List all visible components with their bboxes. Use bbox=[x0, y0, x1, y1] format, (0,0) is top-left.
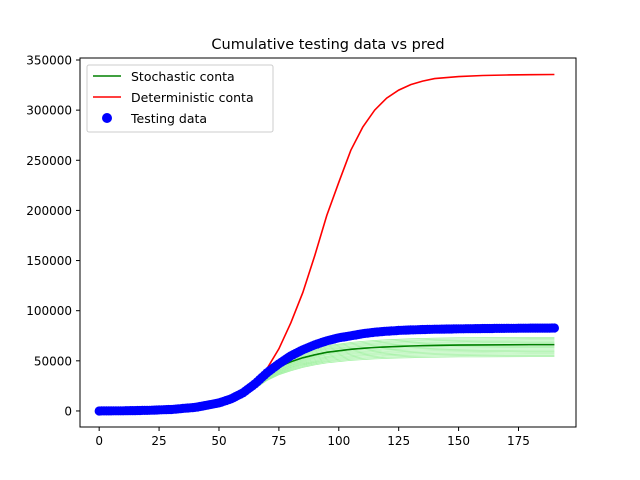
testing-data-points bbox=[94, 323, 560, 416]
x-tick-label: 175 bbox=[507, 434, 530, 448]
testing-data-point bbox=[549, 323, 560, 333]
chart-title: Cumulative testing data vs pred bbox=[211, 37, 444, 53]
x-tick-label: 25 bbox=[151, 434, 166, 448]
legend-label-stochastic: Stochastic conta bbox=[131, 69, 235, 84]
legend-box bbox=[86, 64, 274, 133]
legend-label-deterministic: Deterministic conta bbox=[131, 90, 254, 105]
x-tick-label: 75 bbox=[271, 434, 286, 448]
x-tick-label: 0 bbox=[95, 434, 103, 448]
y-tick-label: 50000 bbox=[34, 354, 72, 368]
y-tick-label: 150000 bbox=[26, 254, 72, 268]
plot-frame bbox=[79, 57, 577, 428]
stochastic-sample-lines bbox=[99, 336, 555, 412]
y-axis-ticks: 0 50000 100000 150000 200000 250000 300000 3500… bbox=[26, 54, 80, 418]
x-axis-ticks: 0 25 50 75 100 125 150 175 bbox=[95, 427, 530, 448]
y-tick-label: 250000 bbox=[26, 154, 72, 168]
x-tick-label: 100 bbox=[327, 434, 350, 448]
stochastic-sample-line bbox=[99, 356, 555, 412]
y-tick-label: 100000 bbox=[26, 304, 72, 318]
legend: Stochastic conta Deterministic conta Tes… bbox=[86, 64, 274, 133]
x-tick-label: 125 bbox=[387, 434, 410, 448]
legend-swatch-testing bbox=[102, 113, 112, 123]
y-tick-label: 0 bbox=[64, 404, 72, 418]
y-tick-label: 300000 bbox=[26, 104, 72, 118]
y-tick-label: 200000 bbox=[26, 204, 72, 218]
legend-label-testing: Testing data bbox=[130, 111, 207, 126]
x-tick-label: 150 bbox=[447, 434, 470, 448]
y-tick-label: 350000 bbox=[26, 54, 72, 68]
x-tick-label: 50 bbox=[211, 434, 226, 448]
stochastic-sample-line bbox=[99, 354, 555, 412]
